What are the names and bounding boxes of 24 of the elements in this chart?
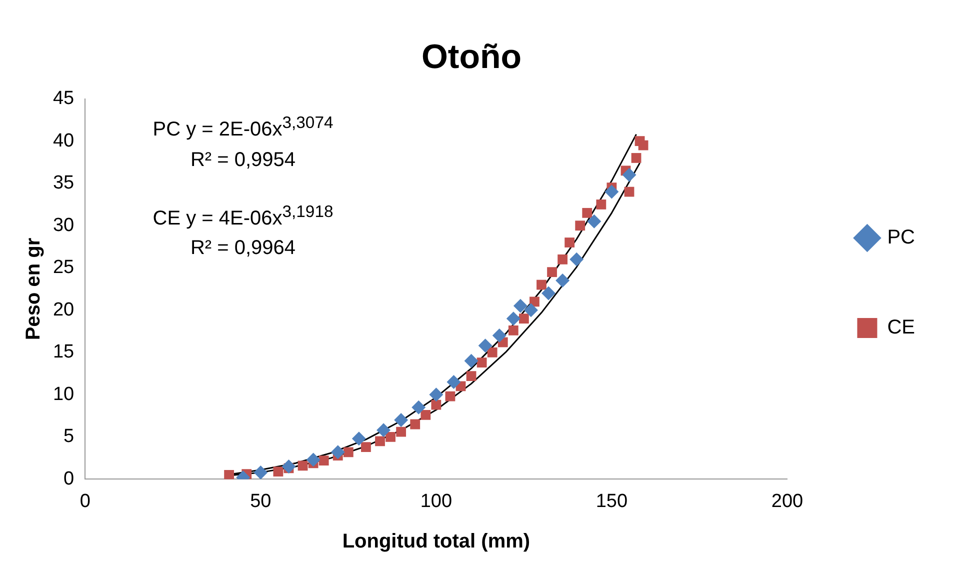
y-tick-label: 0 (64, 468, 74, 490)
y-tick-label: 40 (52, 130, 74, 152)
legend-label: PC (887, 226, 916, 249)
annotation: R² = 0,9954 (189, 148, 297, 173)
annotation: CE y = 4E-06x$^{3,1918}$ (152, 200, 334, 232)
x-tick-label: 50 (250, 490, 272, 512)
y-tick-label: 15 (52, 342, 74, 363)
x-tick-label: 0 (80, 490, 90, 512)
x-tick-label: 150 (596, 490, 628, 512)
y-tick-label: 10 (52, 384, 74, 405)
x-tick-label: 100 (420, 490, 452, 512)
y-tick-label: 25 (52, 257, 74, 278)
y-tick-label: 5 (64, 426, 74, 448)
y-axis-title: Peso en gr (22, 238, 45, 340)
chart-title: Otoño (421, 38, 522, 76)
y-tick-label: 30 (52, 214, 74, 236)
x-tick-label: 200 (771, 490, 804, 512)
annotation: R² = 0,9964 (189, 236, 297, 262)
annotation: PC y = 2E-06x$^{3,3074}$ (152, 112, 334, 143)
y-tick-label: 20 (52, 299, 74, 320)
legend-label: CE (887, 316, 916, 339)
y-tick-label: 35 (52, 172, 74, 194)
x-axis-title: Longitud total (mm) (342, 530, 530, 553)
y-tick-label: 45 (52, 88, 74, 110)
